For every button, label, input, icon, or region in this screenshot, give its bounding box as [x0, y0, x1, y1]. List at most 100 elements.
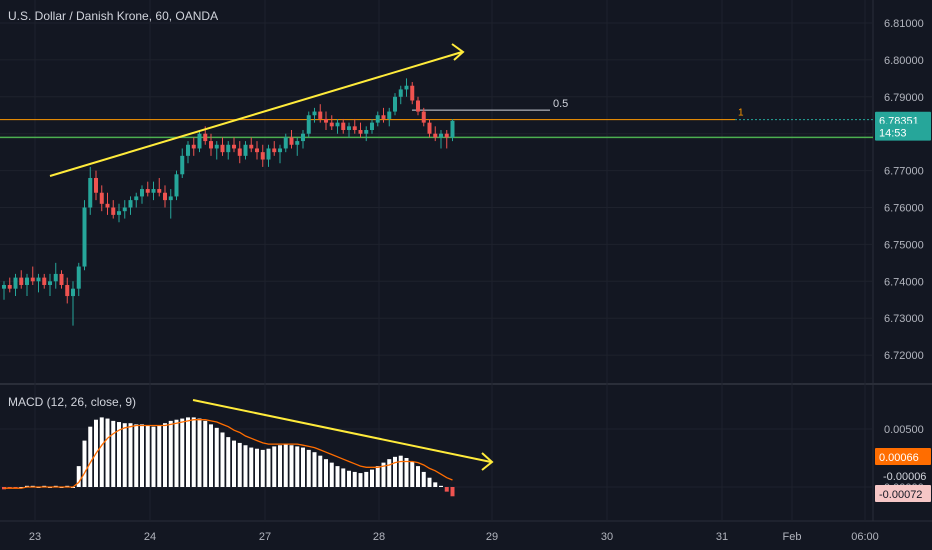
candle: [444, 133, 449, 138]
macd-signal-tag-text: 0.00066: [879, 452, 919, 464]
macd-bar: [140, 424, 144, 487]
candle: [318, 111, 323, 119]
macd-bar: [174, 419, 179, 487]
candle: [122, 207, 127, 212]
candle: [347, 126, 351, 131]
macd-bar: [237, 442, 242, 487]
candle: [82, 207, 87, 267]
candle: [427, 122, 432, 134]
y-tick-label: 6.79000: [884, 92, 924, 104]
candle: [209, 141, 213, 149]
macd-bar: [203, 420, 208, 487]
candle: [13, 277, 18, 289]
macd-bar: [283, 444, 288, 487]
candle: [88, 177, 93, 208]
candle: [260, 152, 265, 160]
macd-bar: [180, 418, 185, 487]
candle: [36, 277, 41, 282]
macd-downtrend-arrowhead: [481, 452, 494, 471]
macd-bar: [122, 423, 127, 487]
macd-bar: [266, 448, 271, 487]
macd-bar: [197, 418, 202, 487]
macd-signal-line: [4, 419, 453, 489]
candle: [404, 85, 409, 90]
macd-bar: [214, 427, 219, 487]
x-tick-label: 06:00: [851, 531, 879, 543]
macd-bar: [450, 487, 455, 497]
candle: [289, 137, 294, 145]
macd-bar: [105, 418, 110, 487]
macd-value-tag: -0.00006: [883, 471, 926, 483]
candle: [180, 155, 185, 175]
candle: [398, 89, 403, 97]
macd-bar: [243, 445, 248, 487]
candle: [128, 200, 133, 208]
y-tick-label: 6.77000: [884, 166, 924, 178]
trendlines[interactable]: [49, 43, 494, 471]
horizontal-lines[interactable]: 10.5: [0, 98, 873, 139]
macd-bar: [433, 482, 438, 487]
candle: [214, 144, 219, 149]
x-tick-label: 28: [373, 531, 385, 543]
candle: [381, 115, 386, 119]
countdown-tag: 14:53: [875, 123, 931, 141]
candle: [324, 118, 328, 123]
candle: [94, 177, 98, 193]
y-tick-label: 6.76000: [884, 203, 924, 215]
candle: [65, 284, 70, 297]
candle: [439, 133, 443, 138]
candle: [163, 192, 167, 201]
macd-bar: [370, 469, 374, 487]
macd-bar: [145, 425, 150, 487]
macd-bar: [168, 420, 173, 487]
candle: [186, 144, 190, 156]
candle: [249, 144, 254, 149]
macd-hist-tag-text: -0.00072: [879, 489, 922, 501]
macd-bar: [444, 487, 449, 492]
x-tick-label: 23: [29, 531, 41, 543]
macd-bar: [260, 449, 265, 487]
candle: [117, 211, 121, 215]
x-tick-label: 30: [601, 531, 613, 543]
candle: [220, 144, 225, 153]
macd-bar: [128, 423, 133, 487]
macd-bar: [82, 440, 87, 487]
macd-bar: [163, 423, 167, 487]
countdown-tag-text: 14:53: [879, 128, 907, 140]
candle: [278, 148, 282, 153]
macd-bar: [324, 459, 328, 487]
macd-bar: [352, 471, 357, 487]
macd-bar: [381, 462, 386, 487]
candle: [266, 148, 271, 160]
macd-bar: [99, 417, 104, 487]
uptrend-line: [49, 51, 463, 177]
macd-title: MACD (12, 26, close, 9): [8, 395, 137, 409]
candle: [42, 277, 47, 285]
y-tick-label: 6.72000: [884, 350, 924, 362]
macd-bar: [255, 448, 259, 487]
candle: [105, 203, 110, 208]
x-tick-label: Feb: [783, 531, 802, 543]
x-tick-label: 29: [486, 531, 498, 543]
candle: [243, 144, 248, 156]
candle: [25, 277, 29, 285]
macd-bar: [117, 422, 121, 487]
macd-bar: [88, 426, 93, 487]
candle: [450, 120, 455, 138]
candle: [2, 284, 6, 289]
candle: [352, 126, 357, 131]
macd-bar: [364, 471, 369, 487]
y-tick-label: 6.81000: [884, 18, 924, 30]
candle: [53, 273, 58, 282]
macd-signal-tag-bg: [875, 448, 931, 465]
candle: [237, 148, 242, 156]
candle: [191, 144, 196, 149]
x-tick-label: 31: [716, 531, 728, 543]
candle: [364, 130, 369, 134]
macd-bar: [306, 449, 311, 487]
macd-bar: [232, 440, 236, 487]
macd-bar: [347, 470, 351, 487]
macd-bar: [19, 487, 24, 488]
